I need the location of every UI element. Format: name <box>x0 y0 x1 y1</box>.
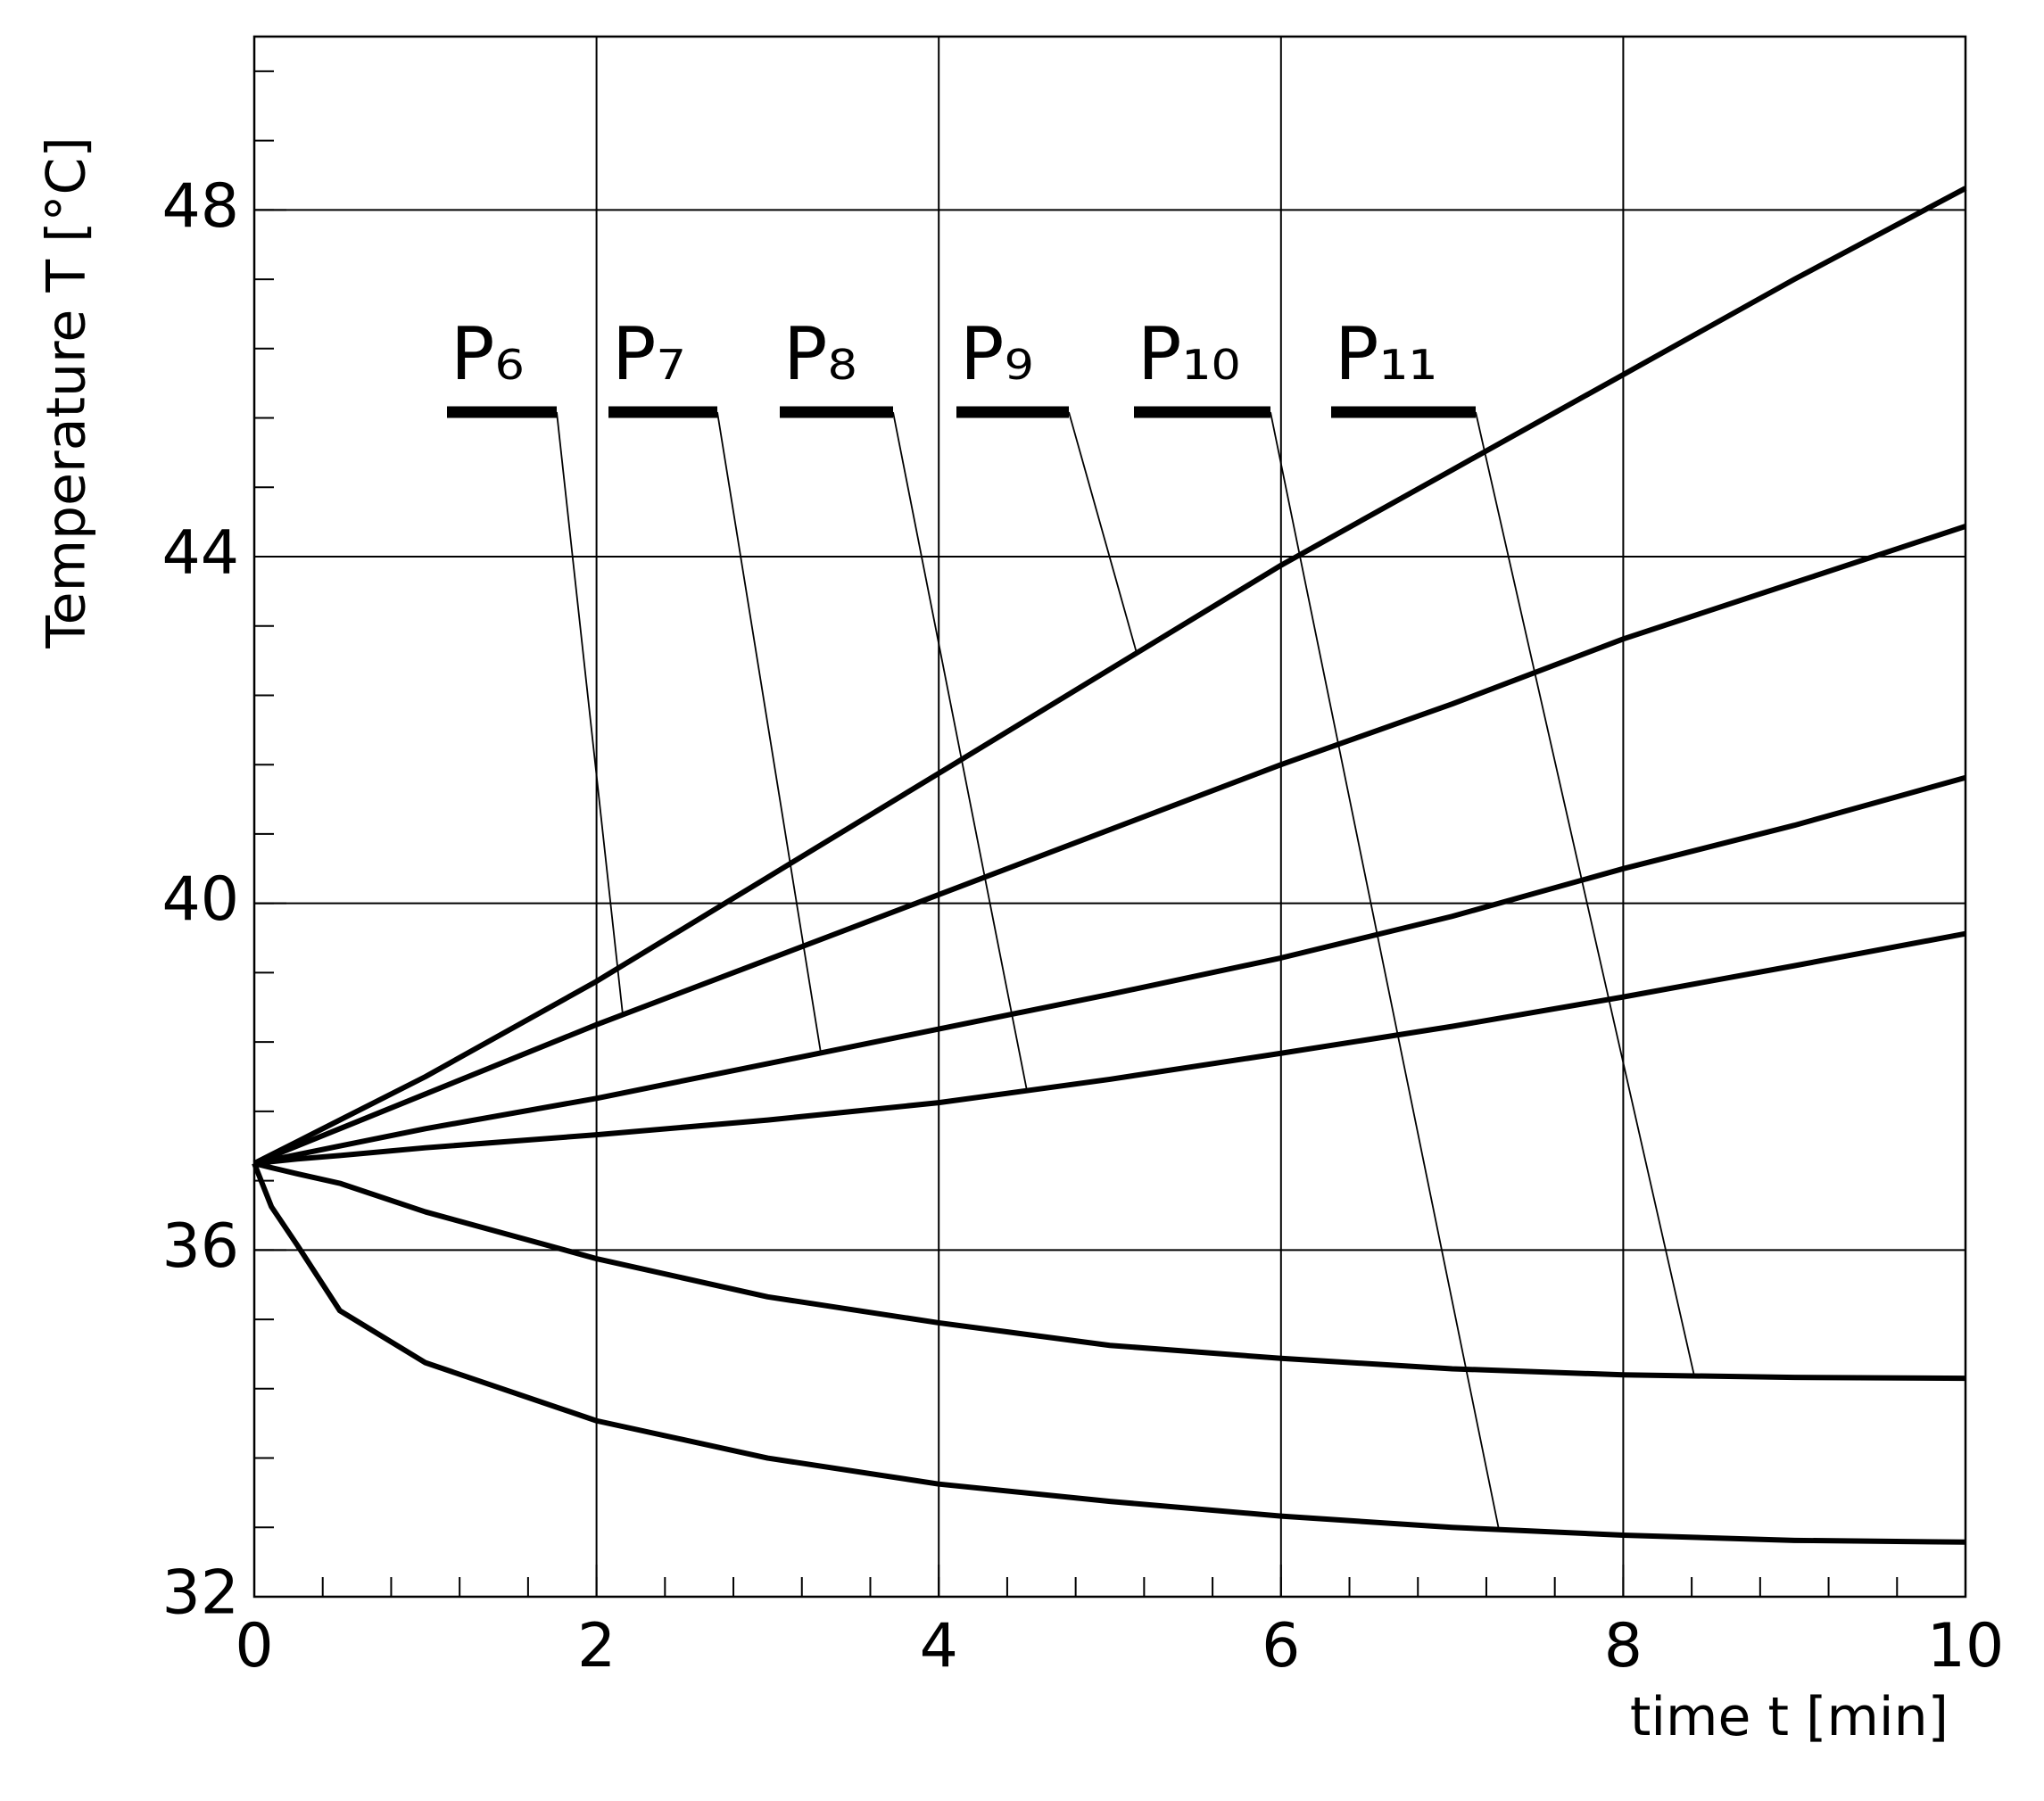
y-tick-label: 44 <box>161 518 239 589</box>
x-tick-label: 6 <box>1262 1611 1300 1681</box>
legend-label: P₆ <box>451 312 524 397</box>
leader-line <box>1475 411 1695 1376</box>
series-line <box>253 930 1966 1167</box>
y-tick-label: 32 <box>161 1558 239 1629</box>
y-tick-label: 40 <box>161 864 239 935</box>
x-tick-label: 8 <box>1604 1611 1643 1681</box>
legend-label: P₈ <box>783 312 856 397</box>
leader-line <box>1270 411 1500 1530</box>
x-axis-label: time t [min] <box>1630 1686 1949 1748</box>
plot-frame <box>252 35 1967 1599</box>
series-line <box>252 186 1967 1166</box>
legend-label: P₇ <box>612 312 685 397</box>
y-tick-label: 48 <box>161 171 239 242</box>
series-line <box>253 1161 1966 1382</box>
leader-line <box>892 411 1028 1091</box>
leader-line <box>556 411 624 1015</box>
legend-label: P₉ <box>960 312 1033 397</box>
y-axis-label: Temperature T [°C] <box>36 136 98 649</box>
legend-label: P₁₀ <box>1138 312 1240 397</box>
y-tick-label: 36 <box>161 1211 239 1282</box>
series-line <box>252 1162 1966 1545</box>
leader-line <box>1068 411 1138 654</box>
legend-label: P₁₁ <box>1335 312 1437 397</box>
x-tick-label: 10 <box>1927 1611 2005 1681</box>
leader-line <box>716 411 822 1053</box>
series-line <box>252 524 1966 1166</box>
x-tick-label: 0 <box>235 1611 273 1681</box>
x-tick-label: 4 <box>920 1611 958 1681</box>
x-tick-label: 2 <box>577 1611 616 1681</box>
series-line <box>253 774 1966 1167</box>
